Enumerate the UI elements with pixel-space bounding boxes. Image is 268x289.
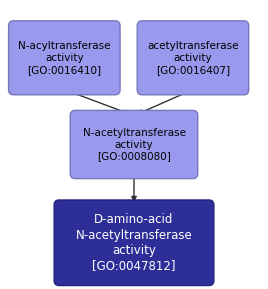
FancyBboxPatch shape [54,200,214,286]
Text: N-acetyltransferase
activity
[GO:0008080]: N-acetyltransferase activity [GO:0008080… [83,127,185,162]
Text: N-acyltransferase
activity
[GO:0016410]: N-acyltransferase activity [GO:0016410] [18,41,111,75]
FancyBboxPatch shape [70,110,198,179]
Text: acetyltransferase
activity
[GO:0016407]: acetyltransferase activity [GO:0016407] [147,41,239,75]
FancyBboxPatch shape [9,21,120,95]
FancyBboxPatch shape [137,21,249,95]
Text: D-amino-acid
N-acetyltransferase
activity
[GO:0047812]: D-amino-acid N-acetyltransferase activit… [76,213,192,273]
